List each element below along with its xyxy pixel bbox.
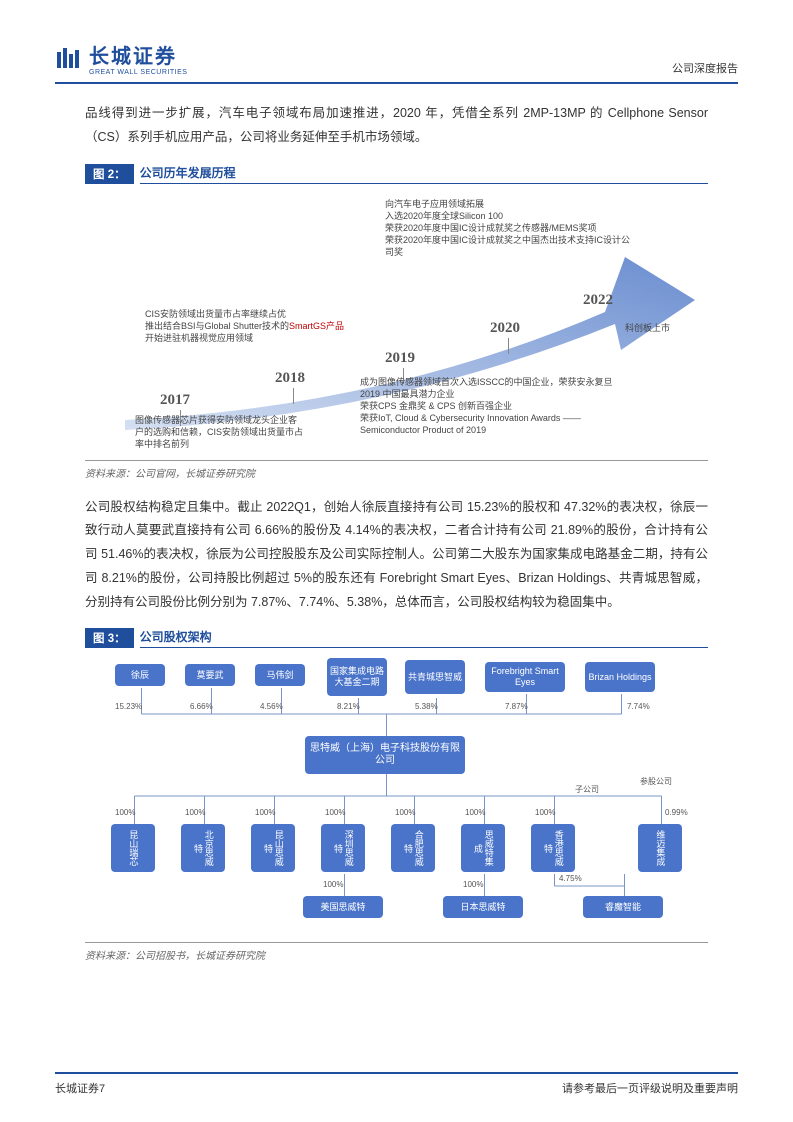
pct-2: 6.66% — [190, 702, 213, 711]
mpct-1: 100% — [115, 808, 135, 817]
year-2017: 2017 — [160, 392, 190, 409]
node-m4: 深圳思威特 — [321, 824, 365, 872]
node-xuchen: 徐辰 — [115, 664, 165, 686]
side-cang-b: 0.99% — [665, 808, 688, 817]
pct-1: 15.23% — [115, 702, 142, 711]
fig2-caption: 公司历年发展历程 — [140, 164, 708, 184]
node-m2: 北京思威特 — [181, 824, 225, 872]
fig3-title-bar: 图 3： 公司股权架构 — [85, 628, 708, 648]
node-m7: 香港思威特 — [531, 824, 575, 872]
mpct-4: 100% — [325, 808, 345, 817]
node-b3: 睿魔智能 — [583, 896, 663, 918]
mpct-7: 100% — [535, 808, 555, 817]
pct-5: 5.38% — [415, 702, 438, 711]
node-maweijian: 马伟剑 — [255, 664, 305, 686]
footer-right: 请参考最后一页评级说明及重要声明 — [562, 1080, 738, 1096]
logo-icon — [55, 46, 83, 70]
paragraph-1: 品线得到进一步扩展，汽车电子领域布局加速推进，2020 年，凭借全系列 2MP-… — [85, 102, 708, 150]
node-b2: 日本思威特 — [443, 896, 523, 918]
logo: 长城证券 GREAT WALL SECURITIES — [55, 40, 187, 76]
node-b1: 美国思威特 — [303, 896, 383, 918]
note-2020: 向汽车电子应用领域拓展 入选2020年度全球Silicon 100 荣获2020… — [385, 198, 635, 259]
note-2017: 图像传感器芯片获得安防领域龙头企业客户的选购和信赖，CIS安防领域出货量市占率中… — [135, 414, 305, 450]
fig3-source: 资料来源：公司招股书，长城证券研究院 — [85, 942, 708, 962]
node-m6: 思威特集成 — [461, 824, 505, 872]
pct-7: 7.74% — [627, 702, 650, 711]
logo-main-text: 长城证券 — [89, 40, 187, 69]
header-right-text: 公司深度报告 — [672, 60, 738, 76]
footer-left: 长城证券7 — [55, 1080, 105, 1096]
fig2-title-bar: 图 2： 公司历年发展历程 — [85, 164, 708, 184]
page-footer: 长城证券7 请参考最后一页评级说明及重要声明 — [55, 1072, 738, 1096]
node-m8: 维迈集成 — [638, 824, 682, 872]
node-national-fund: 国家集成电路大基金二期 — [327, 658, 387, 696]
year-2020: 2020 — [490, 320, 520, 337]
node-center: 思特威（上海）电子科技股份有限公司 — [305, 736, 465, 774]
paragraph-2: 公司股权结构稳定且集中。截止 2022Q1，创始人徐辰直接持有公司 15.23%… — [85, 496, 708, 615]
note-2022: 科创板上市 — [625, 322, 670, 334]
page-header: 长城证券 GREAT WALL SECURITIES 公司深度报告 — [55, 40, 738, 84]
pct-6: 7.87% — [505, 702, 528, 711]
fig2-chart: 2017 2018 2019 2020 2022 向汽车电子应用领域拓展 入选2… — [85, 192, 708, 452]
fig2-source: 资料来源：公司官网，长城证券研究院 — [85, 460, 708, 480]
fig3-caption: 公司股权架构 — [140, 628, 708, 648]
note-2019: 成为图像传感器领域首次入选ISSCC的中国企业，荣获安永复旦 2019 中国最具… — [360, 376, 635, 437]
mpct-2: 100% — [185, 808, 205, 817]
mpct-5: 100% — [395, 808, 415, 817]
node-brizan: Brizan Holdings — [585, 662, 655, 692]
node-forebright: Forebright Smart Eyes — [485, 662, 565, 692]
org-lines — [85, 656, 708, 936]
mpct-6: 100% — [465, 808, 485, 817]
bpct-3: 4.75% — [559, 874, 582, 883]
node-m1: 昆山瑞芯 — [111, 824, 155, 872]
mpct-3: 100% — [255, 808, 275, 817]
node-moyaowu: 莫要武 — [185, 664, 235, 686]
logo-sub-text: GREAT WALL SECURITIES — [89, 69, 187, 76]
year-2018: 2018 — [275, 370, 305, 387]
pct-3: 4.56% — [260, 702, 283, 711]
note-2018: CIS安防领域出货量市占率继续占优 推出结合BSI与Global Shutter… — [145, 308, 345, 344]
year-2019: 2019 — [385, 350, 415, 367]
node-m3: 昆山思威特 — [251, 824, 295, 872]
bpct-2: 100% — [463, 880, 483, 889]
node-m5: 合肥思威特 — [391, 824, 435, 872]
fig3-label: 图 3： — [85, 628, 134, 648]
node-gongqing: 共青城思智威 — [405, 660, 465, 694]
year-2022: 2022 — [583, 292, 613, 309]
pct-4: 8.21% — [337, 702, 360, 711]
side-cang-a: 参股公司 — [640, 776, 672, 787]
bpct-1: 100% — [323, 880, 343, 889]
fig2-label: 图 2： — [85, 164, 134, 184]
side-zi: 子公司 — [575, 784, 599, 795]
fig3-chart: 徐辰 莫要武 马伟剑 国家集成电路大基金二期 共青城思智威 Forebright… — [85, 656, 708, 936]
